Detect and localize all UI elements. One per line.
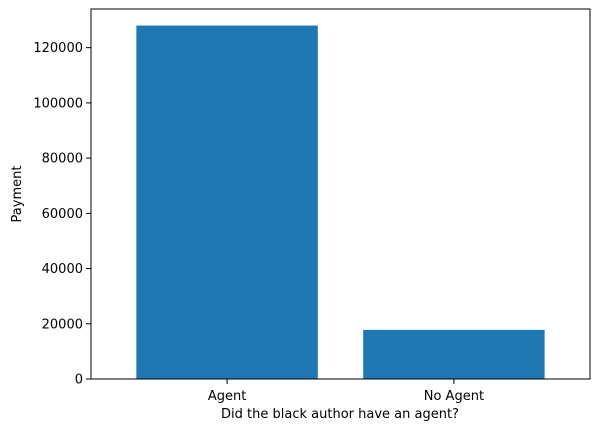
y-tick-label: 60000: [42, 207, 83, 222]
bar-agent: [136, 26, 317, 379]
y-axis-title: Payment: [10, 166, 25, 223]
y-tick-label: 20000: [42, 317, 83, 332]
bar-no-agent: [363, 330, 544, 379]
y-tick-label: 120000: [33, 41, 83, 56]
x-axis-ticks: Agent No Agent: [208, 379, 484, 404]
y-axis-ticks: 0 20000 40000 60000 80000 100000 120000: [33, 41, 91, 387]
y-tick-label: 40000: [42, 262, 83, 277]
y-tick-label: 80000: [42, 152, 83, 167]
x-axis-title: Did the black author have an agent?: [221, 407, 459, 422]
x-tick-label: Agent: [208, 389, 246, 404]
y-tick-label: 100000: [33, 96, 83, 111]
x-tick-label: No Agent: [424, 389, 484, 404]
y-tick-label: 0: [75, 373, 83, 388]
bars-group: [136, 26, 544, 379]
